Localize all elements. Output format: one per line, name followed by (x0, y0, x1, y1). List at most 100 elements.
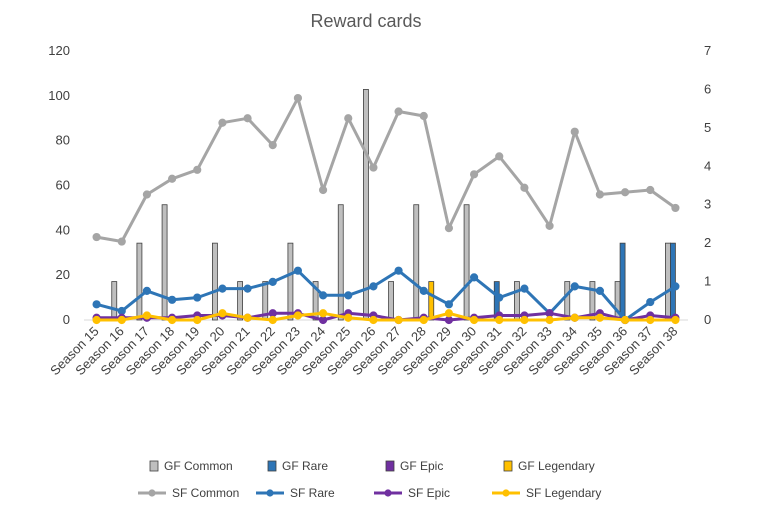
data-point (419, 111, 428, 121)
data-point (394, 315, 403, 325)
legend-label: SF Epic (408, 486, 450, 500)
legend-swatch (503, 460, 513, 472)
data-point (545, 309, 554, 318)
data-point (142, 286, 152, 295)
data-point (369, 163, 378, 172)
legend-swatch (267, 460, 277, 472)
right-y-tick-label: 3 (704, 197, 711, 212)
legend-label: GF Legendary (518, 459, 595, 473)
data-point (469, 273, 479, 282)
data-point (218, 284, 227, 293)
data-point (92, 300, 101, 309)
data-point (570, 282, 579, 291)
right-y-tick-label: 6 (704, 81, 711, 96)
bar (463, 204, 470, 321)
left-y-tick-label: 20 (56, 267, 70, 282)
bar (665, 242, 671, 321)
data-point (92, 315, 101, 325)
bar (589, 281, 596, 321)
data-point (318, 185, 328, 195)
bar (237, 281, 243, 321)
data-point (193, 315, 202, 325)
right-y-tick-label: 1 (704, 274, 711, 289)
left-y-tick-label: 0 (63, 312, 70, 327)
data-point (646, 297, 655, 307)
bar (413, 204, 420, 321)
data-point (419, 315, 428, 325)
data-point (469, 170, 479, 179)
data-point (167, 295, 177, 304)
legend-label: GF Epic (400, 459, 443, 473)
bar (161, 204, 168, 321)
data-point (92, 232, 101, 242)
data-point (117, 237, 126, 246)
data-point (520, 315, 529, 325)
data-point (218, 118, 227, 127)
data-point (419, 286, 428, 295)
data-point (545, 315, 554, 325)
data-point (218, 309, 227, 318)
legend-label: SF Common (172, 486, 239, 500)
series-line (96, 311, 676, 322)
data-point (293, 93, 303, 103)
bar (670, 242, 676, 321)
lines-layer (92, 93, 680, 325)
data-point (293, 311, 303, 320)
data-point (369, 315, 378, 325)
right-y-tick-label: 0 (704, 312, 711, 327)
data-point (243, 313, 252, 322)
left-y-tick-label: 100 (48, 88, 70, 103)
data-point (268, 309, 277, 318)
data-point (142, 311, 152, 320)
data-point (671, 282, 680, 291)
data-point (469, 315, 479, 325)
bar (363, 89, 369, 321)
legend-swatch (385, 460, 395, 472)
legend-label: SF Rare (290, 486, 335, 500)
legend-label: GF Common (164, 459, 233, 473)
data-point (318, 315, 328, 325)
legend-label: GF Rare (282, 459, 328, 473)
data-point (520, 183, 529, 192)
legend-label: SF Legendary (526, 486, 601, 500)
legend-swatch (149, 460, 159, 472)
data-point (444, 315, 454, 325)
data-point (369, 282, 378, 291)
data-point (520, 284, 529, 293)
data-point (444, 309, 454, 318)
data-point (344, 313, 353, 322)
bar (619, 242, 626, 321)
bar (111, 281, 118, 321)
data-point (268, 277, 277, 286)
data-point (495, 293, 504, 302)
bar (136, 242, 143, 321)
right-y-tick-label: 7 (704, 43, 711, 58)
legend: GF Common GF Rare GF Epic GF Legendary SF Co… (138, 459, 601, 500)
bar (287, 242, 294, 321)
data-point (646, 315, 655, 325)
left-y-tick-label: 80 (56, 133, 70, 148)
data-point (495, 315, 504, 325)
left-y-tick-label: 120 (48, 43, 70, 58)
data-point (595, 286, 605, 295)
data-point (193, 293, 202, 302)
data-point (142, 190, 152, 199)
data-point (595, 313, 605, 322)
data-point (344, 291, 353, 300)
data-point (293, 266, 303, 275)
bar (312, 281, 319, 321)
right-y-tick-label: 4 (704, 158, 711, 173)
data-point (268, 315, 277, 325)
data-point (595, 190, 605, 199)
data-point (268, 141, 277, 150)
legend-marker (502, 489, 510, 497)
bar (388, 281, 394, 321)
series-line (96, 269, 677, 322)
data-point (117, 306, 126, 316)
data-point (495, 152, 504, 161)
data-point (570, 127, 579, 136)
data-point (243, 114, 252, 123)
legend-marker (266, 489, 274, 497)
bar (564, 281, 571, 321)
bar (337, 204, 344, 321)
